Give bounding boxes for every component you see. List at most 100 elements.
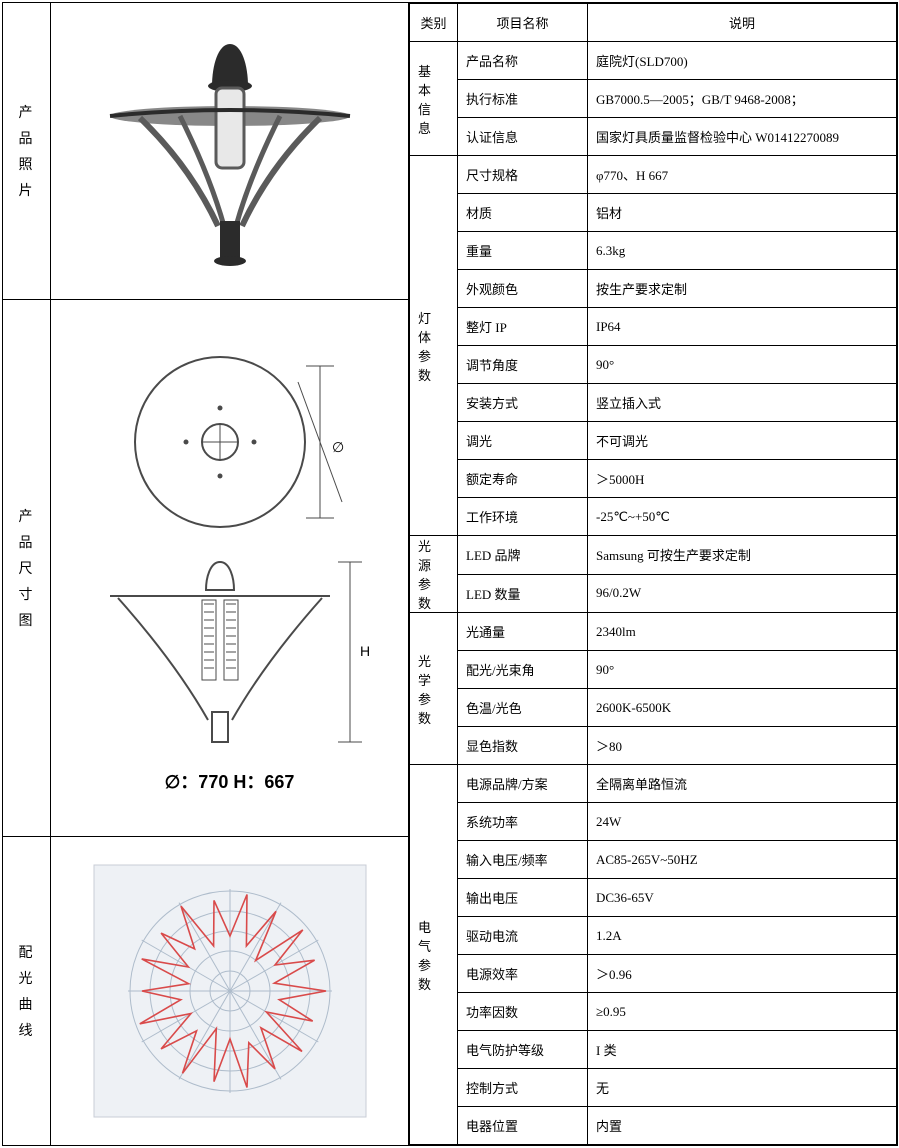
item-desc-cell: DC36-65V [588, 879, 897, 917]
item-name-cell: 电源效率 [458, 955, 588, 993]
spec-row: 色温/光色2600K-6500K [410, 689, 897, 727]
spec-row: 电气参数电源品牌/方案全隔离单路恒流 [410, 765, 897, 803]
item-name-cell: 色温/光色 [458, 689, 588, 727]
item-name-cell: 显色指数 [458, 727, 588, 765]
section-label-light-curve: 配光曲线 [3, 836, 51, 1145]
header-description: 说明 [588, 4, 897, 42]
item-name-cell: 系统功率 [458, 803, 588, 841]
item-desc-cell: 24W [588, 803, 897, 841]
svg-text:∅: ∅ [332, 439, 344, 455]
section-label-dimensions: 产品尺寸图 [3, 300, 51, 837]
item-desc-cell: ＞80 [588, 727, 897, 765]
spec-row: 整灯 IPIP64 [410, 308, 897, 346]
dimension-drawing: ∅ H [80, 342, 380, 762]
item-desc-cell: 国家灯具质量监督检验中心 W01412270089 [588, 118, 897, 156]
spec-row: 认证信息国家灯具质量监督检验中心 W01412270089 [410, 118, 897, 156]
item-name-cell: 材质 [458, 194, 588, 232]
item-desc-cell: 不可调光 [588, 422, 897, 460]
spec-row: 外观颜色按生产要求定制 [410, 270, 897, 308]
item-desc-cell: 6.3kg [588, 232, 897, 270]
spec-row: 光学参数光通量2340lm [410, 613, 897, 651]
item-desc-cell: Samsung 可按生产要求定制 [588, 536, 897, 575]
item-desc-cell: 90° [588, 346, 897, 384]
category-cell: 电气参数 [410, 765, 458, 1145]
spec-row: 功率因数≥0.95 [410, 993, 897, 1031]
item-desc-cell: 2340lm [588, 613, 897, 651]
item-name-cell: 外观颜色 [458, 270, 588, 308]
spec-row: 材质铝材 [410, 194, 897, 232]
item-name-cell: 功率因数 [458, 993, 588, 1031]
item-name-cell: 重量 [458, 232, 588, 270]
item-desc-cell: I 类 [588, 1031, 897, 1069]
spec-row: 输入电压/频率AC85-265V~50HZ [410, 841, 897, 879]
spec-row: 灯体参数尺寸规格φ770、H 667 [410, 156, 897, 194]
item-name-cell: 电气防护等级 [458, 1031, 588, 1069]
spec-row: 光源参数LED 品牌Samsung 可按生产要求定制 [410, 536, 897, 575]
header-category: 类别 [410, 4, 458, 42]
item-name-cell: 控制方式 [458, 1069, 588, 1107]
item-name-cell: 光通量 [458, 613, 588, 651]
item-desc-cell: 铝材 [588, 194, 897, 232]
category-cell: 基本信息 [410, 42, 458, 156]
spec-row: 执行标准GB7000.5—2005；GB/T 9468-2008； [410, 80, 897, 118]
item-desc-cell: 内置 [588, 1107, 897, 1145]
spec-table: 类别 项目名称 说明 基本信息产品名称庭院灯(SLD700)执行标准GB7000… [409, 3, 897, 1145]
item-desc-cell: AC85-265V~50HZ [588, 841, 897, 879]
svg-text:H: H [360, 643, 370, 659]
product-photo [100, 26, 360, 276]
category-cell: 光源参数 [410, 536, 458, 613]
spec-row: 调节角度90° [410, 346, 897, 384]
item-name-cell: 驱动电流 [458, 917, 588, 955]
item-desc-cell: φ770、H 667 [588, 156, 897, 194]
item-desc-cell: 96/0.2W [588, 574, 897, 613]
item-name-cell: LED 品牌 [458, 536, 588, 575]
item-desc-cell: 全隔离单路恒流 [588, 765, 897, 803]
spec-row: 额定寿命＞5000H [410, 460, 897, 498]
spec-row: 重量6.3kg [410, 232, 897, 270]
spec-row: 配光/光束角90° [410, 651, 897, 689]
item-name-cell: 执行标准 [458, 80, 588, 118]
item-desc-cell: 1.2A [588, 917, 897, 955]
item-name-cell: 电源品牌/方案 [458, 765, 588, 803]
spec-row: 电源效率＞0.96 [410, 955, 897, 993]
spec-row: 调光不可调光 [410, 422, 897, 460]
item-desc-cell: 庭院灯(SLD700) [588, 42, 897, 80]
item-name-cell: 配光/光束角 [458, 651, 588, 689]
item-desc-cell: 90° [588, 651, 897, 689]
item-desc-cell: 竖立插入式 [588, 384, 897, 422]
item-desc-cell: GB7000.5—2005；GB/T 9468-2008； [588, 80, 897, 118]
item-name-cell: 产品名称 [458, 42, 588, 80]
spec-row: LED 数量96/0.2W [410, 574, 897, 613]
item-desc-cell: IP64 [588, 308, 897, 346]
item-name-cell: 输出电压 [458, 879, 588, 917]
header-item-name: 项目名称 [458, 4, 588, 42]
spec-row: 输出电压DC36-65V [410, 879, 897, 917]
item-name-cell: 电器位置 [458, 1107, 588, 1145]
item-desc-cell: ＞0.96 [588, 955, 897, 993]
category-cell: 灯体参数 [410, 156, 458, 536]
item-name-cell: 工作环境 [458, 498, 588, 536]
item-desc-cell: ≥0.95 [588, 993, 897, 1031]
category-cell: 光学参数 [410, 613, 458, 765]
light-curve-cell [51, 836, 409, 1145]
spec-row: 工作环境-25℃~+50℃ [410, 498, 897, 536]
item-name-cell: LED 数量 [458, 574, 588, 613]
photo-cell [51, 3, 409, 300]
item-name-cell: 调节角度 [458, 346, 588, 384]
polar-chart [90, 861, 370, 1121]
spec-row: 基本信息产品名称庭院灯(SLD700) [410, 42, 897, 80]
spec-row: 显色指数＞80 [410, 727, 897, 765]
spec-row: 电气防护等级I 类 [410, 1031, 897, 1069]
spec-row: 驱动电流1.2A [410, 917, 897, 955]
dimension-caption: ∅：770 H：667 [51, 768, 408, 794]
spec-row: 安装方式竖立插入式 [410, 384, 897, 422]
dimensions-cell: ∅ H ∅：770 H：667 [51, 300, 409, 837]
spec-row: 电器位置内置 [410, 1107, 897, 1145]
item-desc-cell: 2600K-6500K [588, 689, 897, 727]
item-name-cell: 调光 [458, 422, 588, 460]
item-name-cell: 额定寿命 [458, 460, 588, 498]
item-name-cell: 尺寸规格 [458, 156, 588, 194]
item-name-cell: 整灯 IP [458, 308, 588, 346]
item-name-cell: 认证信息 [458, 118, 588, 156]
spec-row: 系统功率24W [410, 803, 897, 841]
